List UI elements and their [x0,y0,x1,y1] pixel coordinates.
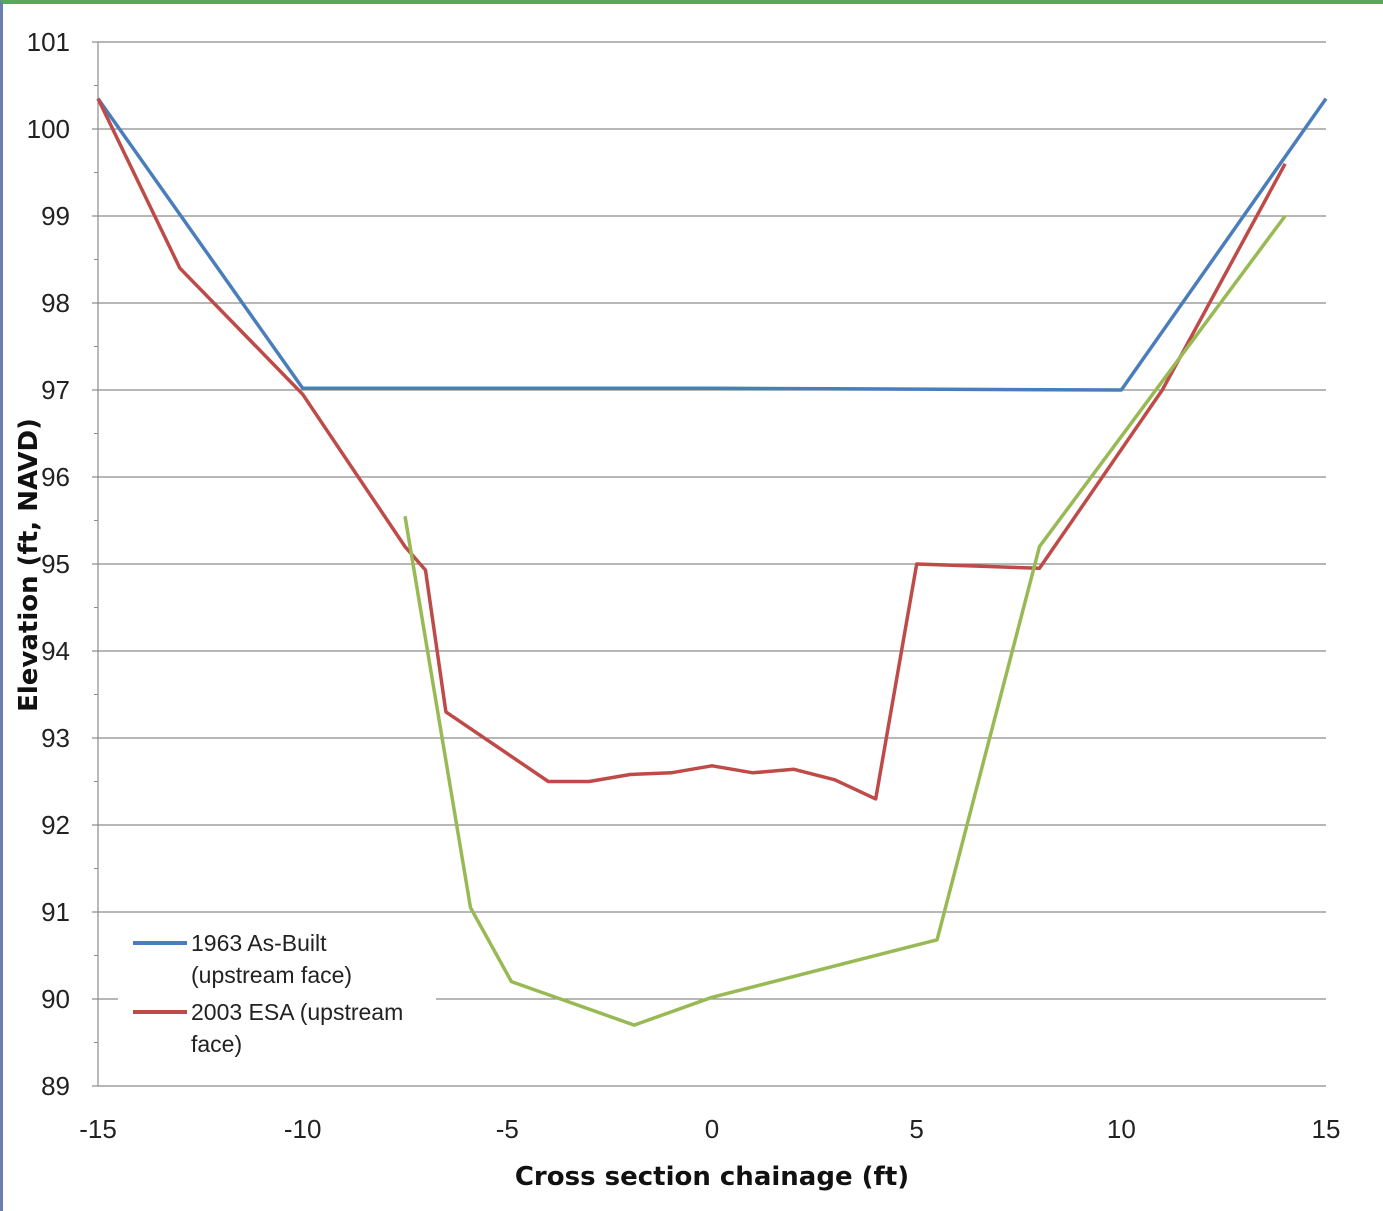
legend-label: (upstream face) [191,962,352,988]
legend-label: 2003 ESA (upstream [191,999,403,1025]
y-tick-label: 93 [41,723,70,753]
legend-label: 1963 As-Built [191,930,327,956]
y-tick-label: 92 [41,810,70,840]
series-line-2 [96,97,1287,801]
y-tick-label: 96 [41,462,70,492]
legend-background [118,922,436,1068]
x-tick-label: 10 [1107,1114,1136,1144]
y-tick-label: 91 [41,897,70,927]
x-axis-ticks: -15 -10 -5 0 5 10 15 [79,1114,1340,1144]
x-tick-label: -10 [284,1114,322,1144]
y-tick-label: 98 [41,288,70,318]
y-tick-label: 95 [41,549,70,579]
y-tick-label: 99 [41,201,70,231]
legend: 1963 As-Built (upstream face) 2003 ESA (up… [133,930,403,1057]
y-tick-label: 100 [27,114,70,144]
y-tick-label: 94 [41,636,70,666]
y-axis-ticks: 89 90 91 92 93 94 95 96 97 98 99 100 101 [27,27,70,1101]
x-tick-label: -15 [79,1114,117,1144]
y-axis-title: Elevation (ft, NAVD) [14,418,44,712]
series-lines [96,97,1328,1027]
x-tick-label: -5 [496,1114,519,1144]
x-tick-label: 5 [909,1114,923,1144]
y-tick-label: 101 [27,27,70,57]
series-line-1 [96,97,1328,392]
series-line-3 [403,214,1287,1027]
legend-label: face) [191,1031,242,1057]
axes [92,41,99,1087]
x-axis-title: Cross section chainage (ft) [515,1162,909,1192]
y-tick-label: 89 [41,1071,70,1101]
x-tick-label: 15 [1312,1114,1341,1144]
y-tick-label: 97 [41,375,70,405]
x-tick-label: 0 [705,1114,719,1144]
y-tick-label: 90 [41,984,70,1014]
